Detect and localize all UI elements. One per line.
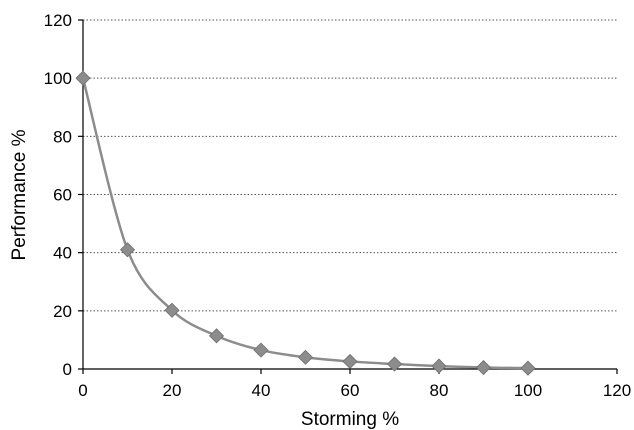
x-tick-label: 60: [341, 381, 360, 400]
data-point-marker: [119, 242, 136, 258]
y-tick-label: 20: [53, 302, 72, 321]
tick-labels: 0 20 40 60 80 100 120 0 20 40 60 80 100 120: [44, 11, 632, 400]
gridlines: [83, 19, 617, 312]
data-point-marker: [520, 360, 536, 376]
y-tick-label: 40: [53, 244, 72, 263]
y-tick-label: 100: [44, 69, 72, 88]
data-point-marker: [164, 302, 180, 318]
data-point-marker: [75, 70, 91, 86]
data-point-marker: [253, 342, 269, 358]
y-tick-label: 60: [53, 186, 72, 205]
x-tick-label: 100: [514, 381, 542, 400]
x-axis-title: Storming %: [301, 409, 399, 430]
x-tick-label: 20: [163, 381, 182, 400]
data-point-marker: [342, 353, 358, 370]
axes: [78, 19, 618, 374]
y-tick-label: 120: [44, 11, 72, 30]
x-tick-label: 120: [603, 381, 631, 400]
series: [75, 70, 536, 376]
data-point-marker: [431, 358, 447, 374]
x-tick-label: 80: [430, 381, 449, 400]
x-tick-label: 0: [78, 381, 87, 400]
y-tick-label: 80: [53, 127, 72, 146]
data-point-marker: [475, 359, 492, 376]
data-point-marker: [386, 356, 403, 372]
y-axis-title: Performance %: [9, 129, 30, 260]
data-point-marker: [297, 349, 314, 365]
x-tick-label: 40: [252, 381, 271, 400]
series-line: [81, 77, 529, 370]
y-tick-label: 0: [63, 360, 72, 379]
data-point-marker: [208, 328, 225, 344]
